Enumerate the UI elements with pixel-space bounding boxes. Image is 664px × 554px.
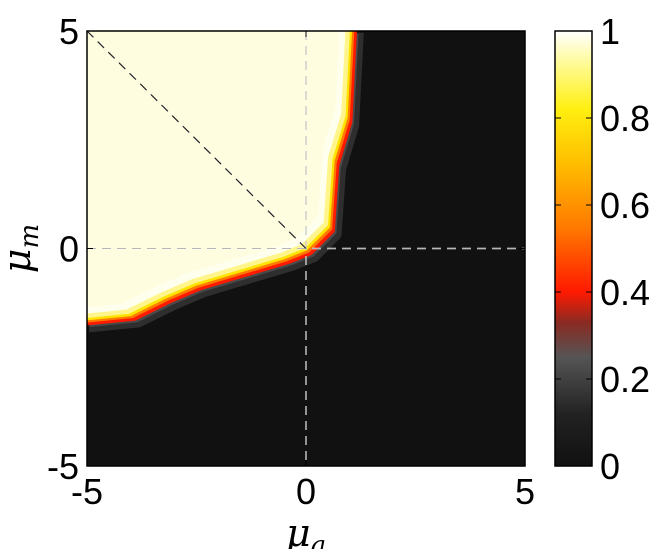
x-tick-label: 0 bbox=[296, 471, 316, 512]
high-value-core bbox=[87, 31, 340, 309]
transition-band-5 bbox=[87, 31, 350, 319]
colorbar-tick-label: 1 bbox=[600, 11, 620, 52]
colorbar-tick-label: 0 bbox=[600, 446, 620, 487]
colorbar-tick-label: 0.6 bbox=[600, 185, 650, 226]
colorbar-tick-label: 0.2 bbox=[600, 359, 650, 400]
colorbar-tick-label: 0.4 bbox=[600, 272, 650, 313]
colorbar-tick-label: 0.8 bbox=[600, 98, 650, 139]
y-tick-label: -5 bbox=[47, 446, 79, 487]
x-tick-label: -5 bbox=[71, 471, 103, 512]
x-axis-label: μa bbox=[286, 511, 326, 549]
y-tick-label: 0 bbox=[59, 229, 79, 270]
x-tick-label: 5 bbox=[515, 471, 535, 512]
y-tick-label: 5 bbox=[59, 11, 79, 52]
colorbar bbox=[554, 30, 593, 467]
reference-line-diagonal-dark bbox=[86, 30, 307, 249]
y-axis-label: μm bbox=[0, 224, 45, 273]
